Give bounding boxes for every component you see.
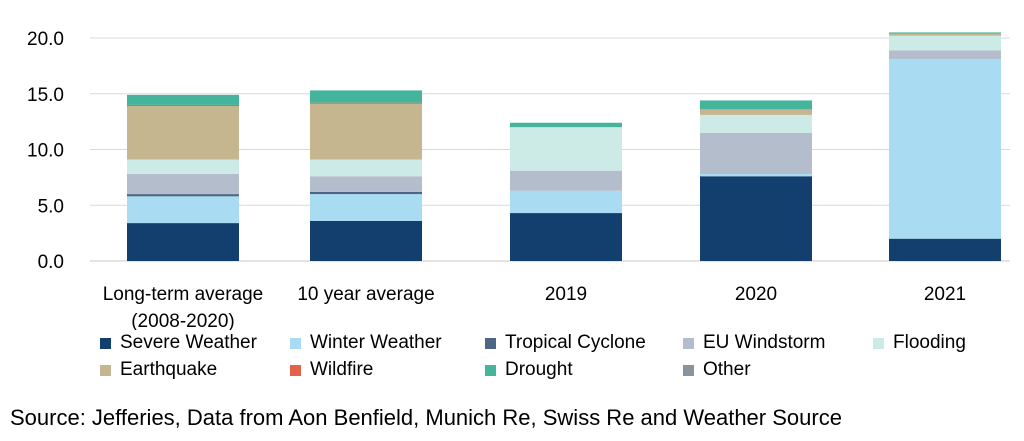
- legend-label: Other: [703, 359, 751, 380]
- bar-segment: [127, 159, 239, 175]
- x-tick-label: Long-term average: [103, 284, 264, 305]
- bar-segment: [889, 50, 1001, 60]
- legend-swatch: [290, 364, 301, 376]
- legend-swatch: [100, 364, 111, 376]
- bar-segment: [310, 220, 422, 261]
- legend-label: Tropical Cyclone: [505, 332, 646, 353]
- bar-segment: [889, 33, 1001, 36]
- bar-segment: [310, 194, 422, 221]
- bar-segment: [127, 194, 239, 197]
- y-tick-label: 10.0: [27, 141, 64, 162]
- bar-segment: [510, 122, 622, 128]
- legend-item: Tropical Cyclone: [485, 331, 646, 355]
- y-tick-label: 15.0: [27, 85, 64, 106]
- bar-segment: [310, 90, 422, 103]
- bar-segment: [700, 176, 812, 261]
- bar-segment: [510, 170, 622, 191]
- legend-swatch: [485, 364, 496, 376]
- bar-segment: [127, 223, 239, 261]
- bar-segment: [889, 238, 1001, 261]
- legend-label: Earthquake: [120, 359, 218, 380]
- legend-swatch: [100, 337, 111, 349]
- bar-segment: [889, 35, 1001, 51]
- bar-segment: [310, 176, 422, 192]
- bar-segment: [700, 174, 812, 177]
- legend-label: Drought: [505, 359, 573, 380]
- legend-swatch: [683, 337, 694, 349]
- bar-segment: [510, 190, 622, 214]
- legend-item: EU Windstorm: [683, 331, 825, 355]
- legend-item: Flooding: [873, 331, 966, 355]
- bar-segment: [700, 132, 812, 175]
- bar-segment: [310, 103, 422, 160]
- bar-segment: [310, 191, 422, 195]
- bar-segment: [700, 100, 812, 110]
- x-tick-label: 2020: [735, 284, 777, 305]
- bar-segment: [889, 59, 1001, 239]
- bar-segment: [127, 106, 239, 160]
- chart-legend: Severe Weather Winter Weather Tropical Cyc…: [100, 331, 1000, 383]
- bar-segment: [127, 196, 239, 224]
- legend-label: Winter Weather: [310, 332, 442, 353]
- bar-segment: [127, 94, 239, 105]
- legend-swatch: [873, 337, 884, 349]
- stacked-bar-chart: 0.0 5.0 10.0 15.0 20.0 Long-term average (2008…: [27, 29, 1010, 330]
- legend-item: Severe Weather: [100, 331, 257, 355]
- bar-segment: [510, 213, 622, 261]
- bar-segment: [127, 104, 239, 107]
- x-tick-label: 2019: [545, 284, 587, 305]
- legend-item: Drought: [485, 358, 573, 382]
- y-tick-label: 20.0: [27, 29, 64, 50]
- y-tick-label: 5.0: [38, 196, 64, 217]
- bar-segment: [889, 32, 1001, 34]
- legend-item: Other: [683, 358, 751, 382]
- legend-item: Earthquake: [100, 358, 217, 382]
- legend-label: Severe Weather: [120, 332, 257, 353]
- source-note: Source: Jefferies, Data from Aon Benfiel…: [10, 405, 842, 430]
- bar-segment: [310, 159, 422, 177]
- bar-segment: [127, 174, 239, 195]
- legend-label: Wildfire: [310, 359, 374, 380]
- bar-segment: [700, 109, 812, 115]
- x-tick-label: 10 year average: [297, 284, 434, 305]
- legend-item: Wildfire: [290, 358, 373, 382]
- legend-swatch: [683, 364, 694, 376]
- bar-segment: [510, 127, 622, 171]
- legend-swatch: [485, 337, 496, 349]
- bar-segment: [700, 114, 812, 133]
- x-tick-label: 2021: [924, 284, 966, 305]
- bar-segment: [310, 102, 422, 104]
- legend-swatch: [290, 337, 301, 349]
- legend-label: EU Windstorm: [703, 332, 826, 353]
- y-tick-label: 0.0: [38, 252, 64, 273]
- x-tick-label: (2008-2020): [131, 311, 235, 330]
- legend-label: Flooding: [893, 332, 966, 353]
- legend-item: Winter Weather: [290, 331, 442, 355]
